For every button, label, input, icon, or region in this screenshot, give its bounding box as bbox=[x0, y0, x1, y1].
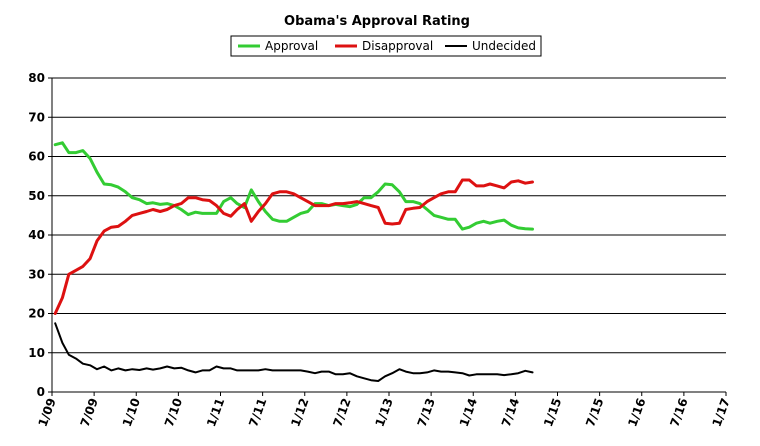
y-tick-label: 10 bbox=[28, 346, 45, 360]
x-tick-label: 7/16 bbox=[667, 396, 690, 428]
x-tick-label: 7/14 bbox=[499, 396, 522, 428]
series-line-undecided bbox=[54, 322, 534, 382]
x-tick-label: 7/09 bbox=[78, 396, 101, 428]
x-tick-label: 1/17 bbox=[710, 396, 733, 428]
legend: Approval Disapproval Undecided bbox=[230, 35, 542, 57]
x-tick-label: 1/14 bbox=[457, 396, 480, 428]
legend-box bbox=[230, 35, 542, 57]
x-tick-label: 1/10 bbox=[120, 396, 143, 428]
legend-label-disapproval: Disapproval bbox=[362, 39, 433, 53]
series-line-approval bbox=[53, 141, 534, 231]
x-tick-label: 7/13 bbox=[415, 396, 438, 428]
x-tick-label: 1/09 bbox=[36, 396, 59, 428]
y-tick-label: 70 bbox=[28, 110, 45, 124]
x-tick-label: 1/16 bbox=[625, 396, 648, 428]
y-tick-label: 40 bbox=[28, 228, 45, 242]
x-axis-ticks: 1/09 7/09 1/10 7/10 1/11 7/11 1/12 7/12 1/13 7/13… bbox=[36, 392, 733, 429]
chart-title: Obama's Approval Rating bbox=[284, 14, 470, 29]
x-tick-label: 7/15 bbox=[583, 396, 606, 428]
x-tick-label: 1/12 bbox=[288, 396, 311, 428]
x-tick-label: 1/13 bbox=[373, 396, 396, 428]
x-tick-label: 7/12 bbox=[330, 396, 353, 428]
x-tick-label: 1/15 bbox=[541, 396, 564, 428]
y-tick-label: 80 bbox=[28, 71, 45, 85]
y-axis-ticks: 0 10 20 30 40 50 60 70 80 bbox=[28, 71, 52, 399]
x-tick-label: 7/11 bbox=[246, 396, 269, 428]
y-tick-label: 20 bbox=[28, 307, 45, 321]
y-tick-label: 60 bbox=[28, 150, 45, 164]
y-tick-label: 30 bbox=[28, 267, 45, 281]
series-line-disapproval bbox=[53, 178, 534, 315]
legend-label-approval: Approval bbox=[265, 39, 318, 53]
x-tick-label: 1/11 bbox=[204, 396, 227, 428]
series-lines bbox=[53, 141, 534, 382]
gridlines bbox=[52, 77, 726, 354]
y-tick-label: 0 bbox=[37, 385, 45, 399]
x-tick-label: 7/10 bbox=[162, 396, 185, 428]
legend-label-undecided: Undecided bbox=[472, 39, 536, 53]
y-tick-label: 50 bbox=[28, 189, 45, 203]
